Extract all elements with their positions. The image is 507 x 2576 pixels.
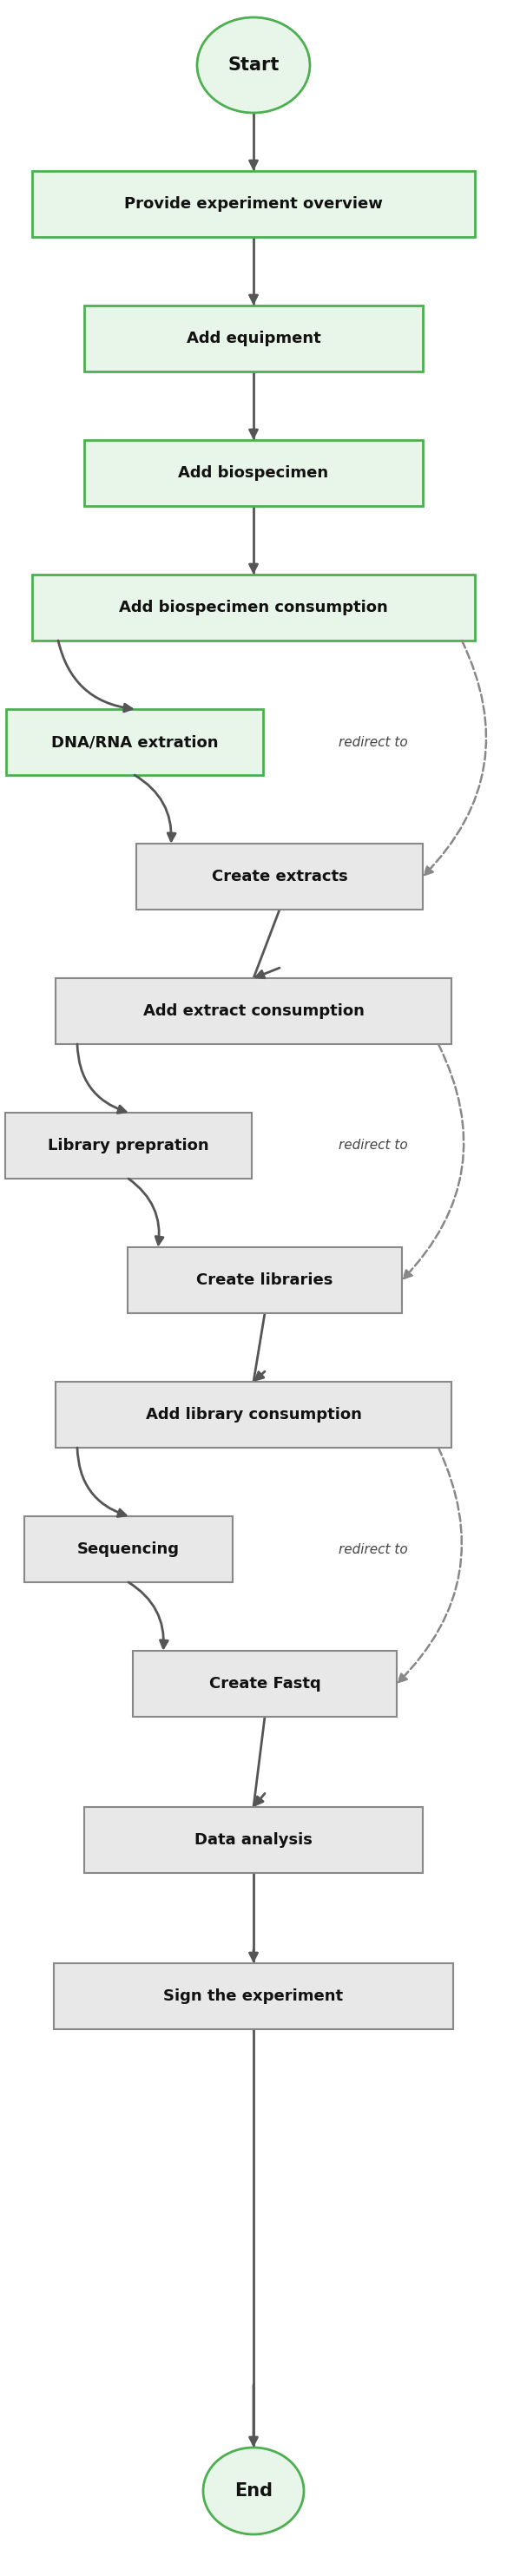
FancyBboxPatch shape <box>133 1651 397 1716</box>
FancyBboxPatch shape <box>24 1517 233 1582</box>
Text: redirect to: redirect to <box>339 1139 408 1151</box>
Text: Add extract consumption: Add extract consumption <box>143 1002 364 1020</box>
Text: redirect to: redirect to <box>339 1543 408 1556</box>
Text: Library prepration: Library prepration <box>48 1139 209 1154</box>
Text: Create Fastq: Create Fastq <box>209 1677 320 1692</box>
Text: Provide experiment overview: Provide experiment overview <box>124 196 383 211</box>
Text: End: End <box>234 2483 273 2499</box>
Text: Add biospecimen: Add biospecimen <box>178 466 329 482</box>
FancyBboxPatch shape <box>5 1113 252 1180</box>
FancyBboxPatch shape <box>32 170 475 237</box>
FancyBboxPatch shape <box>84 440 423 505</box>
Text: Create extracts: Create extracts <box>211 868 348 884</box>
FancyBboxPatch shape <box>6 708 263 775</box>
Text: Sequencing: Sequencing <box>77 1540 179 1556</box>
Text: Create libraries: Create libraries <box>197 1273 333 1288</box>
FancyBboxPatch shape <box>128 1247 402 1314</box>
Ellipse shape <box>197 18 310 113</box>
FancyBboxPatch shape <box>54 1963 453 2030</box>
Text: Data analysis: Data analysis <box>195 1832 312 1847</box>
FancyBboxPatch shape <box>32 574 475 641</box>
FancyBboxPatch shape <box>56 1381 451 1448</box>
FancyBboxPatch shape <box>84 1806 423 1873</box>
FancyBboxPatch shape <box>56 979 451 1043</box>
Text: Sign the experiment: Sign the experiment <box>164 1989 343 2004</box>
Ellipse shape <box>203 2447 304 2535</box>
Text: Add library consumption: Add library consumption <box>146 1406 361 1422</box>
Text: DNA/RNA extration: DNA/RNA extration <box>51 734 218 750</box>
Text: Add equipment: Add equipment <box>187 330 320 345</box>
Text: Add biospecimen consumption: Add biospecimen consumption <box>119 600 388 616</box>
FancyBboxPatch shape <box>136 842 423 909</box>
Text: redirect to: redirect to <box>339 737 408 750</box>
FancyBboxPatch shape <box>84 307 423 371</box>
Text: Start: Start <box>228 57 279 75</box>
